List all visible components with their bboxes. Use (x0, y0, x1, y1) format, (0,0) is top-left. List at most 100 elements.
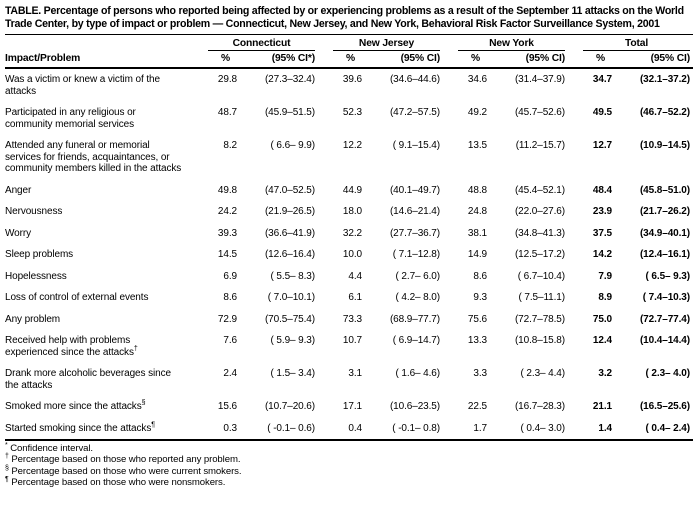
ci-value: (45.9–51.5) (264, 107, 315, 118)
pct-value: 39.6 (342, 74, 362, 85)
ci-value: ( 6.7–10.4) (517, 270, 565, 282)
row-label: Started smoking since the attacks¶ (5, 417, 193, 441)
pct-value: 7.6 (223, 335, 237, 346)
footnote-marker: ¶ (151, 421, 155, 429)
table-row: Loss of control of external events 8.6 ( 7… (5, 287, 693, 309)
ci-value: ( 2.3– 4.4) (520, 368, 566, 379)
ci-value: (45.7–52.6) (514, 107, 565, 118)
pct-value: 13.5 (467, 140, 487, 151)
table-row: Received help with problems experienced … (5, 330, 693, 363)
pct-value: 49.5 (592, 107, 612, 118)
ci-value: ( 7.5–11.1) (518, 292, 565, 303)
group-label: New York (458, 38, 565, 51)
ci-value: ( 9.1–15.4) (392, 140, 440, 151)
table-row: Nervousness 24.2 (21.9–26.5) 18.0 (14.6–21.4… (5, 201, 693, 223)
row-label: Drank more alcoholic beverages since the… (5, 368, 171, 391)
group-header-row: Connecticut New Jersey New York Total (5, 35, 693, 52)
pct-value: 6.9 (223, 270, 237, 282)
pct-value: 18.0 (342, 206, 362, 217)
ci-value: (12.6–16.4) (264, 249, 315, 260)
ci-value: (31.4–37.9) (514, 74, 565, 85)
table-row: Was a victim or knew a victim of the att… (5, 68, 693, 102)
table-row: Worry 39.3 (36.6–41.9) 32.2 (27.7–36.7) 38.1 (… (5, 223, 693, 245)
group-label: Connecticut (208, 38, 315, 51)
ci-value: (47.0–52.5) (264, 184, 315, 196)
column-header-pct: % (568, 51, 612, 69)
pct-value: 48.7 (217, 107, 237, 118)
pct-value: 2.4 (223, 368, 237, 379)
pct-value: 8.2 (223, 140, 237, 151)
ci-value: ( 1.6– 4.6) (395, 368, 441, 379)
table-header: Connecticut New Jersey New York Total Im… (5, 35, 693, 69)
footnote-line: § Percentage based on those who were cur… (5, 464, 242, 477)
ci-value: ( 7.0–10.1) (267, 292, 315, 303)
ci-value: (68.9–77.7) (389, 313, 440, 325)
ci-value: ( 0.4– 2.4) (612, 417, 693, 441)
ci-value: ( 6.5– 9.3) (645, 270, 691, 282)
table-row: Any problem 72.9 (70.5–75.4) 73.3 (68.9–77.7… (5, 309, 693, 331)
pct-value: 1.7 (443, 417, 487, 441)
ci-value: (10.4–14.4) (639, 335, 690, 346)
footnote-marker: † (5, 453, 9, 461)
ci-value: (47.2–57.5) (389, 107, 440, 118)
pct-value: 13.3 (467, 335, 487, 346)
pct-value: 14.9 (467, 249, 487, 260)
ci-value: ( 4.2– 8.0) (395, 292, 441, 303)
row-label: Hopelessness (5, 270, 67, 282)
table-body: Was a victim or knew a victim of the att… (5, 68, 693, 441)
ci-value: ( 2.3– 4.0) (645, 368, 691, 379)
ci-value: ( 5.9– 9.3) (270, 335, 316, 346)
pct-value: 37.5 (592, 227, 612, 239)
ci-value: (14.6–21.4) (389, 206, 440, 217)
data-table: Connecticut New Jersey New York Total Im… (5, 34, 693, 441)
ci-value: (36.6–41.9) (264, 227, 315, 239)
pct-value: 24.2 (217, 206, 237, 217)
ci-value: (70.5–75.4) (264, 313, 315, 325)
group-header-spacer (5, 35, 193, 52)
row-label: Participated in any religious or communi… (5, 107, 136, 130)
table-row: Hopelessness 6.9 ( 5.5– 8.3) 4.4 ( 2.7– 6.0)… (5, 266, 693, 288)
group-header-new-york: New York (443, 35, 568, 51)
ci-value: (45.4–52.1) (514, 184, 565, 196)
column-header-pct: % (318, 51, 362, 69)
ci-value: (46.7–52.2) (639, 107, 690, 118)
ci-value: (22.0–27.6) (514, 206, 565, 217)
pct-value: 73.3 (342, 313, 362, 325)
ci-value: (34.6–44.6) (389, 74, 440, 85)
table-row: Smoked more since the attacks§ 15.6 (10.7–… (5, 396, 693, 418)
pct-value: 1.4 (568, 417, 612, 441)
pct-value: 29.8 (217, 74, 237, 85)
pct-value: 17.1 (342, 401, 362, 412)
ci-value: (16.5–25.6) (639, 401, 690, 412)
pct-value: 6.1 (348, 292, 362, 303)
pct-value: 14.2 (592, 249, 612, 260)
ci-value: (34.9–40.1) (639, 227, 690, 239)
ci-value: (10.8–15.8) (514, 335, 565, 346)
row-label: Was a victim or knew a victim of the att… (5, 74, 160, 97)
pct-value: 52.3 (342, 107, 362, 118)
column-header-pct: % (443, 51, 487, 69)
group-label: Total (583, 38, 690, 51)
ci-value: (40.1–49.7) (389, 184, 440, 196)
pct-value: 3.1 (348, 368, 362, 379)
column-header-ci: (95% CI) (362, 51, 443, 69)
group-header-new-jersey: New Jersey (318, 35, 443, 51)
row-label: Smoked more since the attacks§ (5, 399, 146, 412)
ci-value: (10.6–23.5) (389, 401, 440, 412)
pct-value: 38.1 (467, 227, 487, 239)
pct-value: 21.1 (592, 401, 612, 412)
table-title: TABLE. Percentage of persons who reporte… (5, 5, 684, 30)
row-label: Any problem (5, 313, 61, 325)
pct-value: 10.7 (342, 335, 362, 346)
pct-value: 72.9 (217, 313, 237, 325)
pct-value: 12.4 (592, 335, 612, 346)
pct-value: 12.7 (592, 140, 612, 151)
column-header-ci: (95% CI) (487, 51, 568, 69)
footnote-marker: * (5, 441, 8, 449)
ci-value: (27.3–32.4) (264, 74, 315, 85)
pct-value: 49.2 (467, 107, 487, 118)
pct-value: 12.2 (342, 140, 362, 151)
ci-value: (72.7–77.4) (639, 313, 690, 325)
group-label: New Jersey (333, 38, 440, 51)
pct-value: 48.4 (592, 184, 612, 196)
